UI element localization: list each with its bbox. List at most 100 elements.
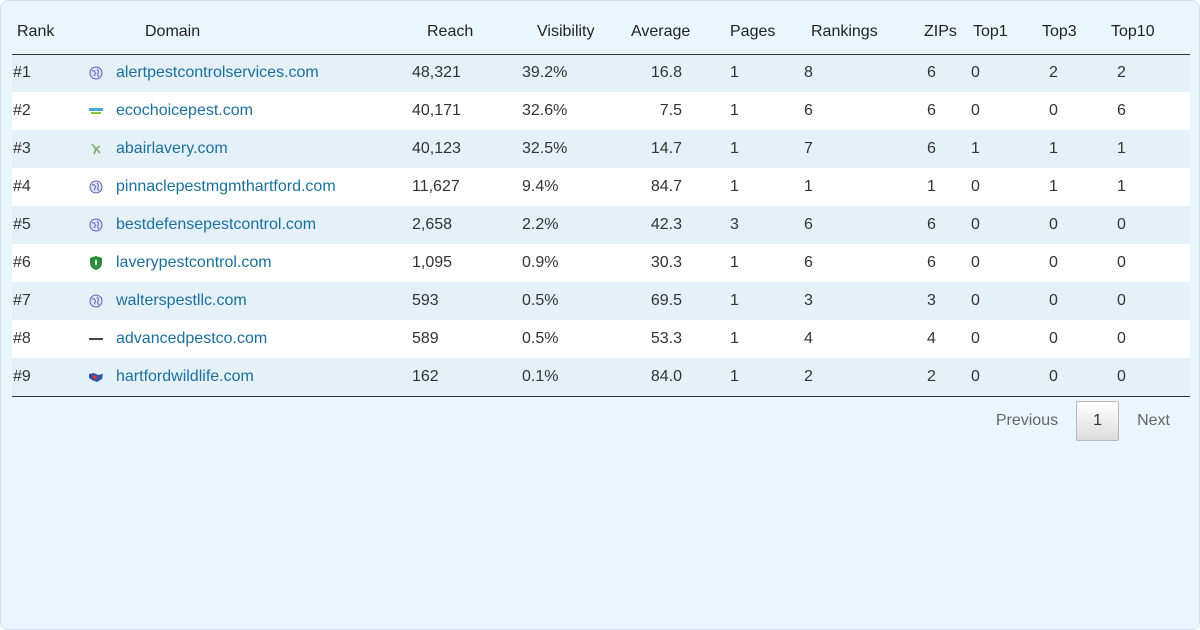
col-header-top10[interactable]: Top10	[1108, 11, 1190, 55]
reach-cell: 11,627	[412, 178, 460, 195]
rankings-cell: 3	[804, 292, 813, 309]
domain-link[interactable]: alertpestcontrolservices.com	[116, 64, 319, 82]
globe-icon	[88, 179, 104, 195]
average-cell: 42.3	[650, 216, 682, 233]
top10-cell: 0	[1117, 254, 1126, 271]
reach-cell: 162	[412, 367, 439, 385]
domain-cell: walterspestllc.com	[88, 282, 412, 320]
average-cell: 30.3	[650, 254, 682, 271]
col-header-rankings[interactable]: Rankings	[798, 11, 909, 55]
reach-cell: 40,123	[412, 140, 461, 157]
rank-cell: #8	[13, 330, 31, 347]
domain-cell: bestdefensepestcontrol.com	[88, 206, 412, 244]
col-header-pages[interactable]: Pages	[714, 11, 798, 55]
rankings-cell: 8	[804, 64, 813, 82]
pages-cell: 1	[730, 102, 739, 119]
top10-cell: 0	[1117, 216, 1126, 233]
table-row: #8 advancedpestco.com 589 0.5% 53.3 1 4 4 0 0 0	[12, 320, 1190, 358]
pagination: Previous 1 Next	[978, 401, 1188, 441]
col-header-average[interactable]: Average	[614, 11, 714, 55]
rank-cell: #3	[13, 140, 31, 157]
map-icon	[88, 369, 104, 385]
top1-cell: 0	[971, 64, 980, 82]
pages-cell: 1	[730, 330, 739, 347]
average-cell: 7.5	[659, 102, 682, 119]
top3-cell: 0	[1049, 292, 1058, 309]
zips-cell: 6	[927, 140, 936, 157]
top1-cell: 0	[971, 178, 980, 195]
table-row: #5 bestdefensepestcontrol.com 2,658 2.2% 42.…	[12, 206, 1190, 244]
average-cell: 84.0	[650, 367, 682, 385]
pages-cell: 1	[730, 140, 739, 157]
table-row: #6 laverypestcontrol.com 1,095 0.9% 30.3 1 6 6 0…	[12, 244, 1190, 282]
top3-cell: 0	[1049, 330, 1058, 347]
table-row: #2 ecochoicepest.com 40,171 32.6% 7.5 1 6 6 0 0 6	[12, 92, 1190, 130]
top1-cell: 0	[971, 330, 980, 347]
zips-cell: 6	[927, 102, 936, 119]
reach-cell: 1,095	[412, 254, 453, 271]
reach-cell: 40,171	[412, 102, 461, 119]
domain-link[interactable]: abairlavery.com	[116, 140, 228, 157]
top1-cell: 0	[971, 292, 980, 309]
top3-cell: 1	[1049, 178, 1058, 195]
col-header-zips[interactable]: ZIPs	[909, 11, 971, 55]
top10-cell: 6	[1117, 102, 1126, 119]
zips-cell: 4	[927, 330, 936, 347]
previous-page-button[interactable]: Previous	[995, 412, 1059, 429]
top3-cell: 0	[1049, 102, 1058, 119]
col-header-visibility[interactable]: Visibility	[522, 11, 614, 55]
col-header-top3[interactable]: Top3	[1040, 11, 1108, 55]
top1-cell: 0	[971, 216, 980, 233]
rank-cell: #7	[13, 292, 31, 309]
domain-link[interactable]: walterspestllc.com	[116, 292, 247, 309]
domain-link[interactable]: ecochoicepest.com	[116, 102, 253, 119]
globe-icon	[88, 65, 104, 81]
col-header-top1[interactable]: Top1	[971, 11, 1040, 55]
reach-cell: 589	[412, 330, 439, 347]
rankings-cell: 4	[804, 330, 813, 347]
shield-icon	[88, 255, 104, 271]
col-header-reach[interactable]: Reach	[412, 11, 522, 55]
domain-cell: pinnaclepestmgmthartford.com	[88, 168, 412, 206]
visibility-cell: 0.5%	[522, 330, 559, 347]
domain-cell: alertpestcontrolservices.com	[88, 54, 412, 92]
domain-link[interactable]: bestdefensepestcontrol.com	[116, 216, 317, 233]
domain-link[interactable]: hartfordwildlife.com	[116, 367, 254, 385]
zips-cell: 6	[927, 216, 936, 233]
domain-link[interactable]: pinnaclepestmgmthartford.com	[116, 178, 336, 195]
rank-cell: #6	[13, 254, 31, 271]
globe-icon	[88, 217, 104, 233]
domain-link[interactable]: laverypestcontrol.com	[116, 254, 272, 271]
ecochoice-logo-icon	[88, 103, 104, 119]
top1-cell: 0	[971, 102, 980, 119]
domain-cell: ecochoicepest.com	[88, 92, 412, 130]
table-row: #4 pinnaclepestmgmthartford.com 11,627 9.4%…	[12, 168, 1190, 206]
rank-cell: #2	[13, 102, 31, 119]
domain-link[interactable]: advancedpestco.com	[116, 330, 268, 347]
table-row: #9 hartfordwildlife.com 162 0.1% 84.0 1 2 2 0 0 0	[12, 358, 1190, 396]
col-header-rank[interactable]: Rank	[12, 11, 88, 55]
col-header-domain[interactable]: Domain	[88, 11, 412, 55]
top10-cell: 0	[1117, 292, 1126, 309]
visibility-cell: 0.1%	[522, 367, 559, 385]
visibility-cell: 32.6%	[522, 102, 568, 119]
domain-cell: laverypestcontrol.com	[88, 244, 412, 282]
reach-cell: 593	[412, 292, 439, 309]
next-page-button[interactable]: Next	[1137, 412, 1170, 429]
visibility-cell: 0.5%	[522, 292, 559, 309]
top1-cell: 0	[971, 254, 980, 271]
top1-cell: 1	[971, 140, 980, 157]
domain-cell: abairlavery.com	[88, 130, 412, 168]
page-1-button[interactable]: 1	[1076, 401, 1120, 441]
top10-cell: 0	[1117, 330, 1126, 347]
average-cell: 16.8	[650, 64, 682, 82]
rankings-cell: 2	[804, 367, 813, 385]
zips-cell: 6	[927, 254, 936, 271]
pages-cell: 1	[730, 178, 739, 195]
visibility-cell: 0.9%	[522, 254, 559, 271]
globe-icon	[88, 293, 104, 309]
insect-icon	[88, 141, 104, 157]
pages-cell: 3	[730, 216, 739, 233]
top3-cell: 0	[1049, 367, 1058, 385]
